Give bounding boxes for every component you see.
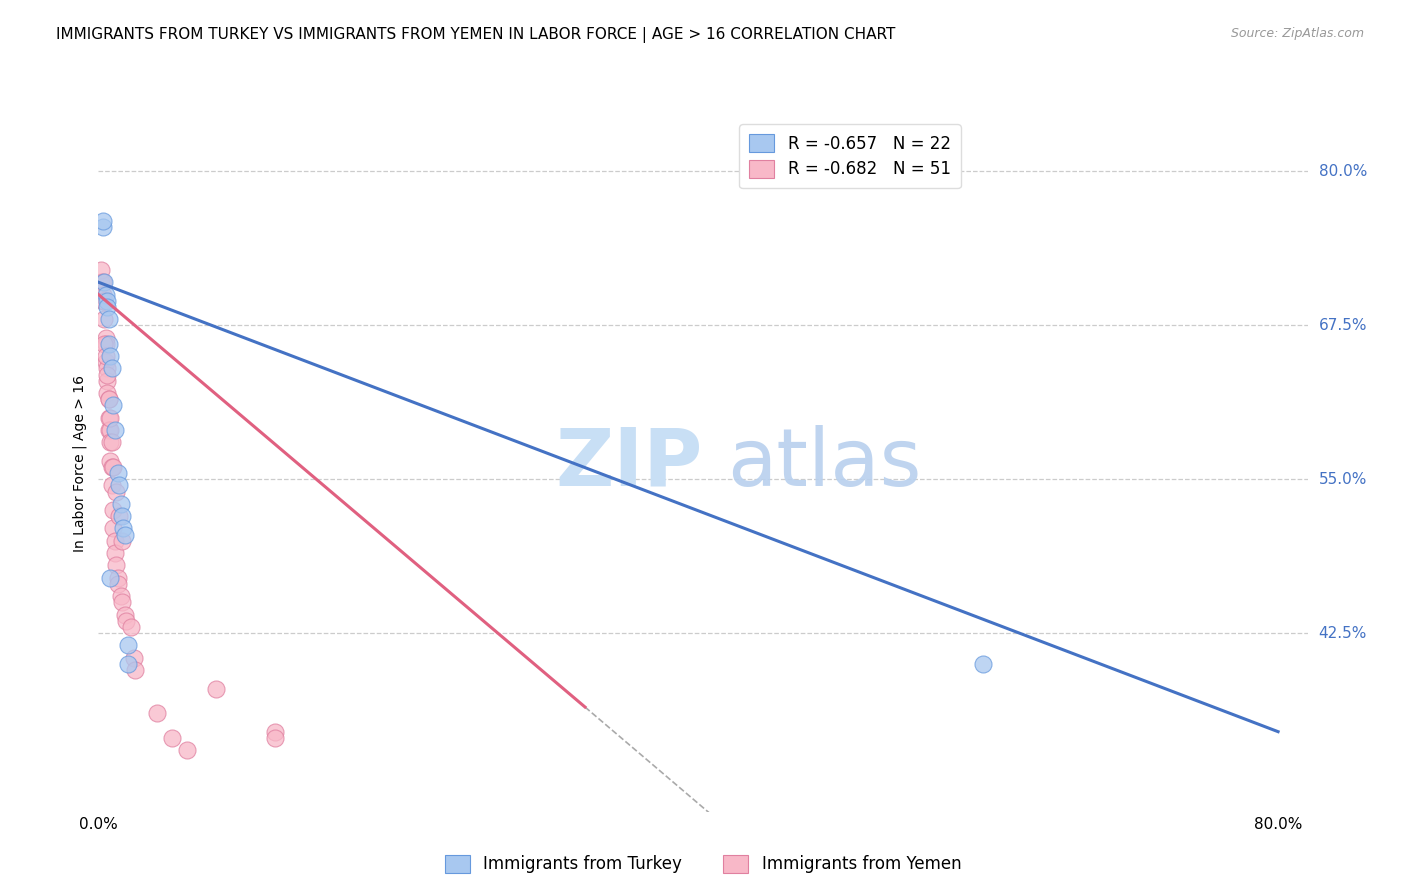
Point (96, 386, 118, 401)
Point (91, 219, 114, 234)
Point (105, 558, 128, 573)
Point (91, 293, 114, 308)
Point (101, 503, 124, 517)
Point (117, 657, 139, 671)
Point (97, 392, 120, 407)
Point (100, 435, 122, 450)
Point (108, 478, 131, 492)
Point (97, 423, 120, 437)
Y-axis label: In Labor Force | Age > 16: In Labor Force | Age > 16 (73, 376, 87, 552)
Point (98, 423, 121, 437)
Point (107, 571, 129, 585)
Point (98, 454, 121, 468)
Point (176, 743, 198, 757)
Point (94, 355, 117, 369)
Point (111, 509, 134, 524)
Point (93, 293, 115, 308)
Point (101, 459, 124, 474)
Point (98, 435, 121, 450)
Point (97, 392, 120, 407)
Point (205, 681, 228, 696)
Text: 67.5%: 67.5% (1319, 318, 1367, 333)
Point (111, 595, 134, 609)
Point (104, 423, 127, 437)
Point (160, 731, 183, 745)
Point (97, 410, 120, 425)
Point (96, 361, 118, 376)
Point (90, 263, 112, 277)
Point (104, 533, 127, 548)
Point (96, 293, 118, 308)
Point (115, 614, 138, 628)
Text: Source: ZipAtlas.com: Source: ZipAtlas.com (1230, 27, 1364, 40)
Point (96, 368, 118, 382)
Point (117, 639, 139, 653)
Text: atlas: atlas (727, 425, 921, 503)
Point (96, 374, 118, 388)
Point (94, 349, 117, 363)
Point (114, 527, 136, 541)
Point (108, 509, 131, 524)
Point (112, 521, 135, 535)
Point (96, 300, 118, 314)
Point (97, 336, 120, 351)
Point (105, 484, 128, 499)
Point (100, 361, 122, 376)
Point (93, 312, 115, 326)
Point (124, 663, 146, 677)
Point (93, 275, 115, 289)
Point (107, 466, 129, 480)
Point (110, 589, 132, 603)
Point (111, 533, 134, 548)
Point (107, 577, 129, 591)
Point (264, 731, 287, 745)
Point (98, 571, 121, 585)
Point (101, 521, 124, 535)
Point (90, 275, 112, 289)
Point (972, 657, 994, 671)
Point (91, 287, 114, 301)
Point (94, 287, 117, 301)
Point (93, 336, 115, 351)
Point (110, 497, 132, 511)
Point (264, 724, 287, 739)
Point (146, 706, 169, 721)
Point (104, 546, 127, 560)
Point (94, 330, 117, 344)
Point (120, 620, 142, 634)
Text: 55.0%: 55.0% (1319, 472, 1367, 487)
Point (94, 336, 117, 351)
Text: 80.0%: 80.0% (1319, 164, 1367, 179)
Point (91, 213, 114, 227)
Text: IMMIGRANTS FROM TURKEY VS IMMIGRANTS FROM YEMEN IN LABOR FORCE | AGE > 16 CORREL: IMMIGRANTS FROM TURKEY VS IMMIGRANTS FRO… (56, 27, 896, 43)
Point (114, 607, 136, 622)
Point (101, 398, 124, 412)
Point (97, 312, 120, 326)
Point (98, 349, 121, 363)
Text: ZIP: ZIP (555, 425, 703, 503)
Point (100, 459, 122, 474)
Point (91, 275, 114, 289)
Point (98, 410, 121, 425)
Legend: Immigrants from Turkey, Immigrants from Yemen: Immigrants from Turkey, Immigrants from … (437, 848, 969, 880)
Point (100, 478, 122, 492)
Text: 42.5%: 42.5% (1319, 625, 1367, 640)
Point (122, 650, 145, 665)
